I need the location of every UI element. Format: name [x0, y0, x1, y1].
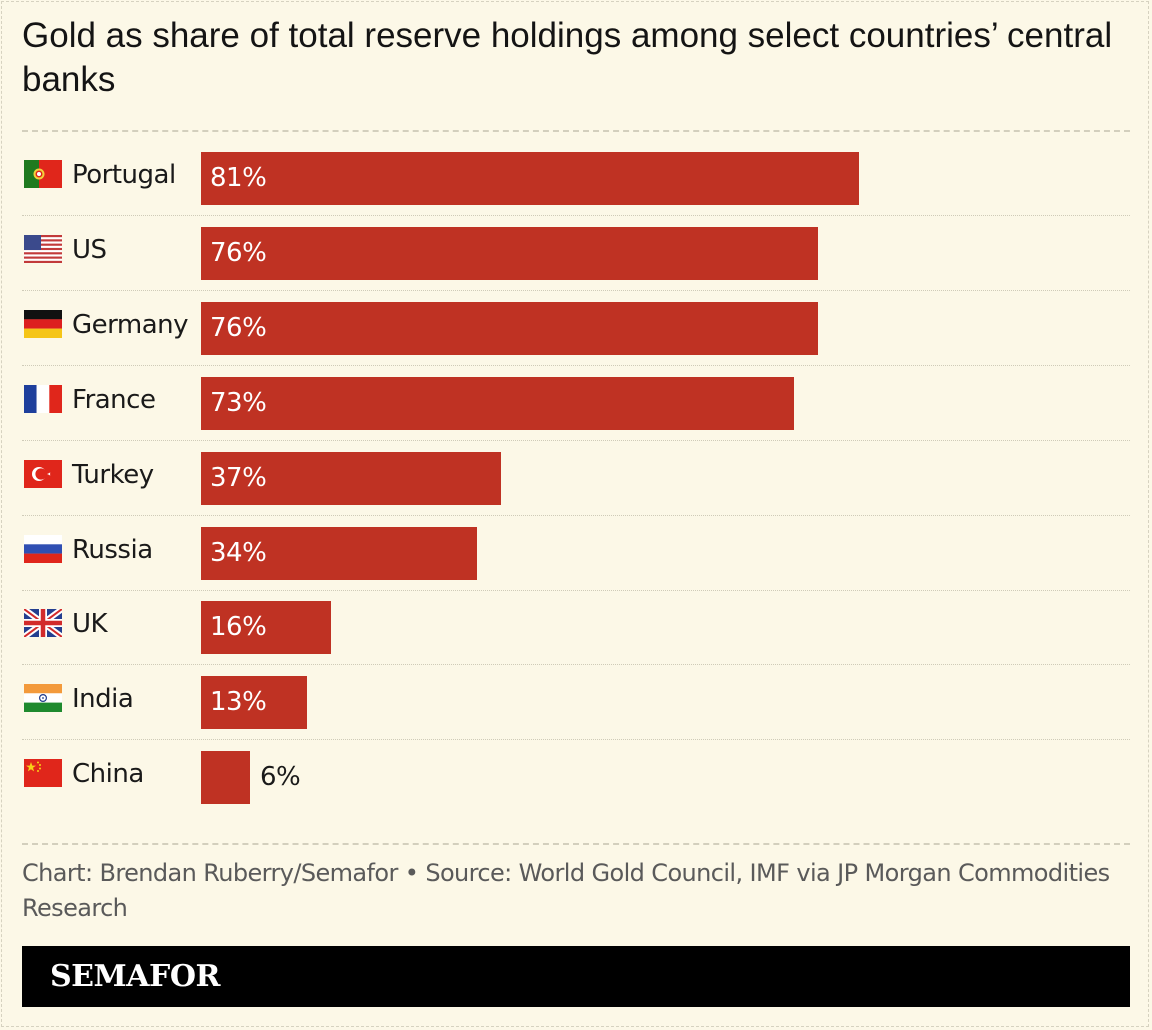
china-flag-icon: [24, 759, 62, 788]
category-label-russia: Russia: [72, 534, 153, 565]
row-separator: [22, 664, 1130, 666]
footer-bar: SEMAFOR: [22, 946, 1130, 1007]
value-label-germany: 76%: [210, 312, 267, 343]
row-separator: [22, 364, 1130, 366]
bottom-divider: [22, 843, 1130, 845]
germany-flag-icon: [24, 309, 62, 338]
value-label-india: 13%: [210, 687, 267, 718]
russia-flag-icon: [24, 534, 62, 563]
bar-france: [201, 376, 794, 430]
value-label-uk: 16%: [210, 612, 267, 643]
value-label-portugal: 81%: [210, 163, 267, 193]
france-flag-icon: [24, 384, 62, 413]
row-separator: [22, 439, 1130, 441]
india-flag-icon: [24, 684, 62, 713]
value-label-france: 73%: [210, 387, 267, 418]
category-label-india: India: [72, 684, 134, 715]
bar-turkey: [201, 451, 501, 505]
top-divider: [22, 130, 1130, 132]
value-label-russia: 34%: [210, 537, 267, 568]
row-separator: [22, 215, 1130, 216]
category-label-portugal: Portugal: [72, 160, 176, 190]
source-note: Chart: Brendan Ruberry/Semafor • Source:…: [22, 859, 1110, 922]
chart-title: Gold as share of total reserve holdings …: [22, 16, 1113, 99]
value-label-china: 6%: [260, 762, 301, 793]
turkey-flag-icon: [24, 459, 62, 488]
category-label-china: China: [72, 759, 144, 790]
bar-us: [201, 226, 818, 280]
row-separator: [22, 739, 1130, 741]
bar-china: [201, 751, 250, 805]
category-label-turkey: Turkey: [72, 459, 154, 490]
bar-uk: [201, 601, 331, 655]
bar-india: [201, 676, 307, 730]
category-label-germany: Germany: [72, 309, 189, 340]
category-label-uk: UK: [72, 609, 108, 640]
portugal-flag-icon: [24, 160, 62, 188]
category-label-france: France: [72, 384, 156, 415]
row-separator: [22, 514, 1130, 516]
row-separator: [22, 289, 1130, 291]
us-flag-icon: [24, 234, 62, 263]
bar-russia: [201, 526, 477, 580]
bar-germany: [201, 301, 818, 355]
value-label-us: 76%: [210, 237, 267, 268]
category-label-us: US: [72, 234, 107, 265]
brand-logo: SEMAFOR: [50, 959, 220, 994]
value-label-turkey: 37%: [210, 462, 267, 493]
row-separator: [22, 589, 1130, 591]
uk-flag-icon: [24, 609, 62, 638]
bar-portugal: [201, 152, 859, 205]
